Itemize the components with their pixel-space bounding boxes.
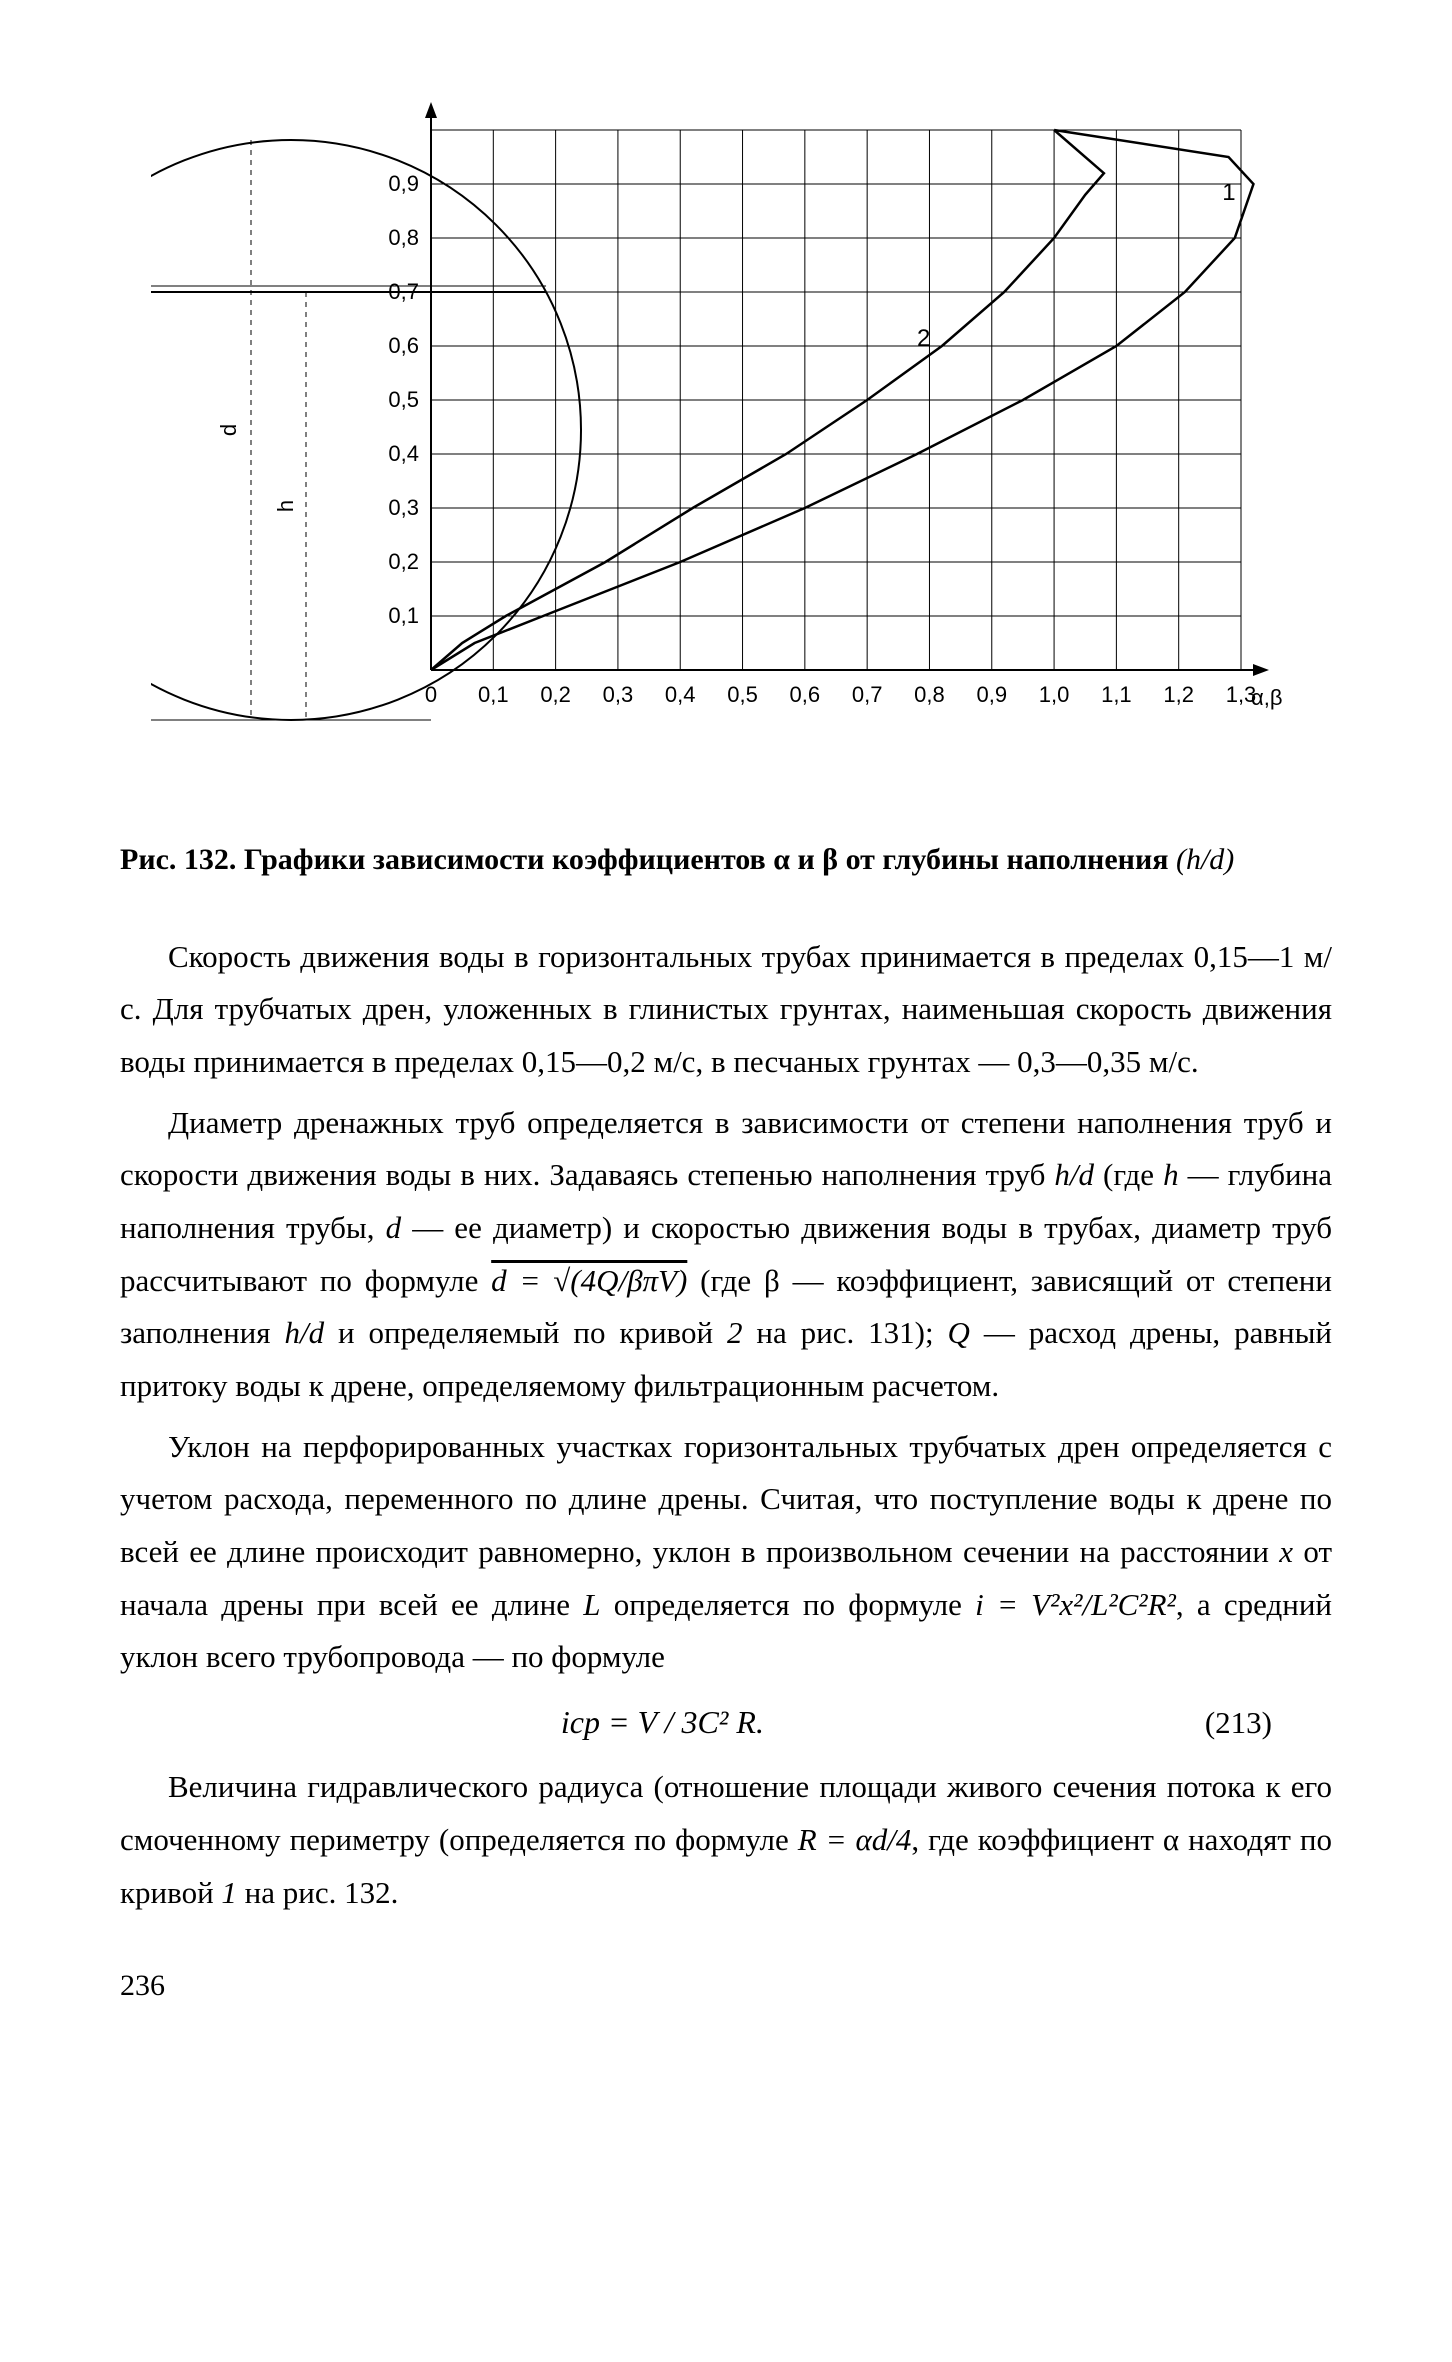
svg-text:1,0: 1,0 bbox=[1039, 682, 1070, 707]
p3-text-a: Уклон на перфорированных участках горизо… bbox=[120, 1429, 1332, 1569]
p3-text-c: определяется по формуле bbox=[601, 1587, 976, 1622]
svg-text:0: 0 bbox=[425, 682, 437, 707]
svg-text:h: h bbox=[273, 500, 298, 512]
svg-text:0,5: 0,5 bbox=[388, 387, 419, 412]
caption-prefix: Рис. 132. Графики зависимости коэффициен… bbox=[120, 843, 1176, 876]
svg-text:0,8: 0,8 bbox=[388, 225, 419, 250]
figure-caption: Рис. 132. Графики зависимости коэффициен… bbox=[120, 840, 1332, 881]
figure-132-chart: dhh/dα,β00,10,20,30,40,50,60,70,80,91,01… bbox=[120, 100, 1332, 800]
paragraph-2: Диаметр дренажных труб определяется в за… bbox=[120, 1097, 1332, 1413]
svg-text:2: 2 bbox=[917, 325, 930, 352]
svg-text:0,4: 0,4 bbox=[388, 441, 419, 466]
svg-text:0,3: 0,3 bbox=[603, 682, 634, 707]
p2-text-h2: на рис. 131); bbox=[742, 1315, 947, 1350]
p2-curve2: 2 bbox=[727, 1315, 743, 1350]
paragraph-4: Величина гидравлического радиуса (отноше… bbox=[120, 1761, 1332, 1919]
svg-text:0,2: 0,2 bbox=[388, 549, 419, 574]
svg-text:0,6: 0,6 bbox=[790, 682, 821, 707]
svg-text:0,8: 0,8 bbox=[914, 682, 945, 707]
formula-main: iср = V / 3C² R. bbox=[120, 1704, 1205, 1741]
p4-curve1: 1 bbox=[221, 1875, 237, 1910]
formula-number: (213) bbox=[1205, 1705, 1272, 1741]
svg-text:0,3: 0,3 bbox=[388, 495, 419, 520]
svg-text:0,7: 0,7 bbox=[388, 279, 419, 304]
p2-h: h bbox=[1163, 1157, 1179, 1192]
p4-text-c: на рис. 132. bbox=[237, 1875, 398, 1910]
p2-text-g: и определяемый по кривой bbox=[324, 1315, 727, 1350]
p2-text-b: (где bbox=[1094, 1157, 1163, 1192]
p3-formula-inline: i = V²x²/L²C²R² bbox=[975, 1587, 1176, 1622]
svg-text:0,1: 0,1 bbox=[478, 682, 509, 707]
chart-svg: dhh/dα,β00,10,20,30,40,50,60,70,80,91,01… bbox=[151, 100, 1301, 800]
svg-text:0,2: 0,2 bbox=[540, 682, 571, 707]
paragraph-1: Скорость движения воды в горизонтальных … bbox=[120, 931, 1332, 1089]
svg-text:h/d: h/d bbox=[449, 100, 480, 105]
svg-text:1,2: 1,2 bbox=[1163, 682, 1194, 707]
p2-Q: Q bbox=[948, 1315, 970, 1350]
p3-x: x bbox=[1279, 1534, 1293, 1569]
svg-text:0,5: 0,5 bbox=[727, 682, 758, 707]
svg-text:1: 1 bbox=[1222, 179, 1235, 206]
p2-hd2: h/d bbox=[284, 1315, 324, 1350]
svg-text:0,6: 0,6 bbox=[388, 333, 419, 358]
svg-text:d: d bbox=[216, 424, 241, 436]
svg-text:0,7: 0,7 bbox=[852, 682, 883, 707]
svg-text:0,4: 0,4 bbox=[665, 682, 696, 707]
p2-hd1: h/d bbox=[1054, 1157, 1094, 1192]
caption-italic: (h/d) bbox=[1176, 843, 1234, 876]
svg-text:0,9: 0,9 bbox=[388, 171, 419, 196]
svg-text:1,1: 1,1 bbox=[1101, 682, 1132, 707]
paragraph-3: Уклон на перфорированных участках горизо… bbox=[120, 1421, 1332, 1684]
p3-L: L bbox=[583, 1587, 600, 1622]
svg-text:1,3: 1,3 bbox=[1226, 682, 1257, 707]
svg-text:0,9: 0,9 bbox=[976, 682, 1007, 707]
p2-formula: d = √(4Q/βπV) bbox=[491, 1263, 687, 1298]
p4-formula: R = αd/4 bbox=[798, 1822, 912, 1857]
formula-block: iср = V / 3C² R. (213) bbox=[120, 1704, 1332, 1741]
page-number: 236 bbox=[120, 1969, 1332, 2003]
svg-text:0,1: 0,1 bbox=[388, 603, 419, 628]
p2-d: d bbox=[386, 1210, 402, 1245]
